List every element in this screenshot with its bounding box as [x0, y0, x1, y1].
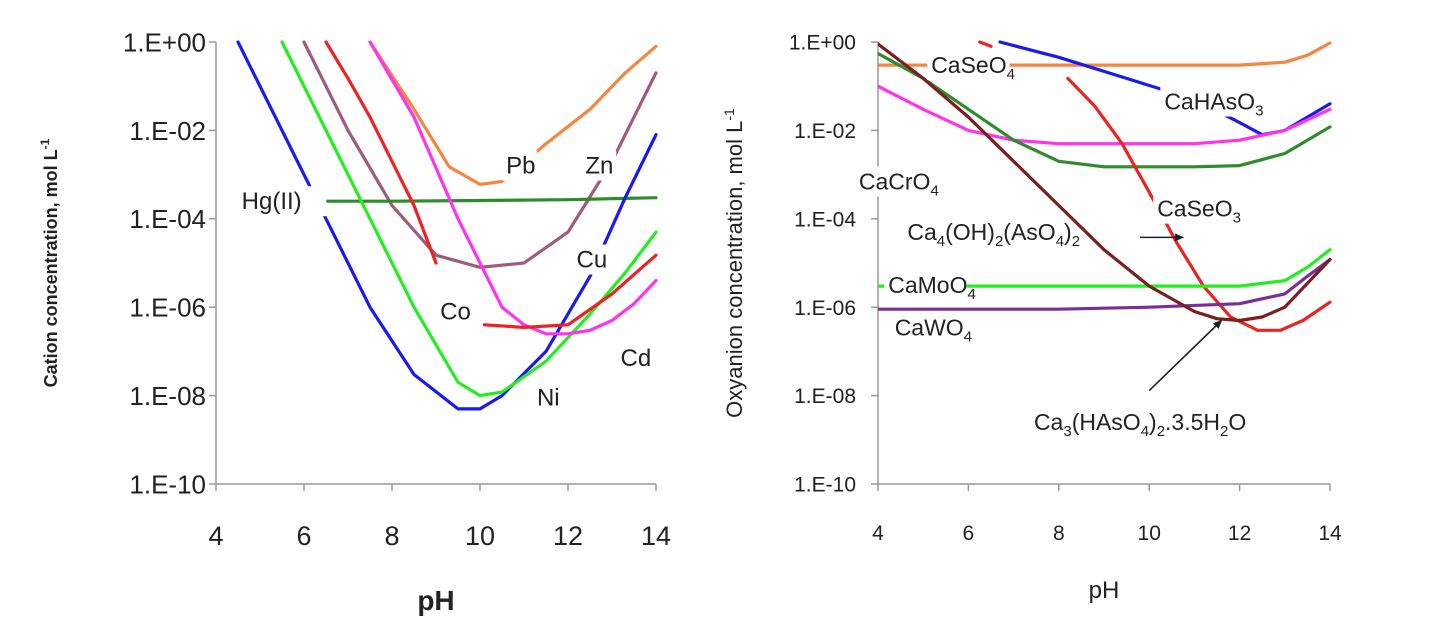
label-background [436, 296, 472, 327]
label-background [616, 343, 652, 374]
y-tick-label: 1.E-04 [794, 208, 856, 231]
series-line-co [324, 40, 438, 265]
y-tick-label: 1.E-10 [794, 474, 856, 497]
x-tick-label: 4 [872, 522, 884, 545]
y-tick-label: 1.E-02 [794, 120, 856, 143]
x-tick-label: 12 [553, 521, 583, 551]
series-label: Cu [577, 247, 608, 274]
y-tick-label: 1.E-08 [794, 385, 856, 408]
x-tick-label: 14 [641, 521, 671, 551]
series-label: Ca4​(OH)2​(AsO4​)2​ [907, 219, 1080, 250]
series-label: Ni [537, 385, 560, 412]
annotation-arrow [1148, 319, 1223, 392]
series-label: CaSeO4​ [931, 52, 1015, 83]
series-line-cd [368, 40, 658, 336]
series-label: Pb [506, 153, 535, 180]
series-label: CaSeO3​ [1157, 196, 1241, 227]
x-tick-label: 8 [384, 521, 399, 551]
x-axis-label: pH [1089, 577, 1120, 604]
x-tick-label: 6 [296, 521, 311, 551]
x-tick-label: 14 [1318, 522, 1342, 545]
series-label: CaCrO4​ [859, 168, 939, 199]
series-line-cahaso3 [998, 40, 1332, 137]
x-tick-label: 4 [208, 521, 223, 551]
label-background [237, 186, 327, 217]
label-background [581, 150, 617, 181]
y-tick-label: 1.E+00 [789, 32, 856, 55]
series-label: CaWO4​ [895, 314, 972, 345]
y-axis-label: Cation concentration, mol L-1 [38, 138, 61, 387]
series-label: CaHAsO3​ [1164, 89, 1263, 120]
x-tick-label: 10 [465, 521, 495, 551]
label-background [502, 150, 538, 181]
series-line-caseo3top [978, 40, 993, 48]
series-label: CaMoO4​ [888, 272, 976, 303]
x-tick-label: 6 [963, 522, 975, 545]
label-background [572, 244, 608, 275]
oxyanion-chart: 1.E-10 1.E-08 1.E-06 1.E-04 1.E-02 1.E+00 4 6 8 1… [721, 32, 1342, 604]
series-line-ca4 [878, 51, 1332, 169]
y-axis-label: Oxyanion concentration, mol L-1 [721, 108, 747, 418]
label-background [884, 269, 967, 300]
series-line-hg [311, 196, 658, 203]
y-tick-label: 1.E-06 [794, 297, 856, 320]
series-line-camoo4 [878, 248, 1332, 288]
label-background [1160, 86, 1256, 117]
series-group [236, 40, 658, 411]
series-label: Co [440, 298, 471, 325]
x-tick-label: 12 [1228, 522, 1251, 545]
series-label: Zn [585, 153, 613, 180]
series-line-cacro4 [878, 84, 1332, 146]
label-background [532, 382, 568, 413]
series-line-zn [302, 40, 658, 269]
y-tick-label: 1.E-08 [129, 381, 206, 411]
series-line-cawo4 [878, 257, 1332, 311]
series-label: Cd [621, 345, 652, 372]
y-tick-label: 1.E-06 [129, 293, 206, 323]
label-background [854, 166, 938, 197]
series-line-cd2 [482, 253, 658, 329]
series-line-ca3 [878, 42, 1332, 323]
series-line-pb [368, 40, 658, 186]
y-tick-label: 1.E-10 [129, 469, 206, 499]
y-tick-label: 1.E-02 [129, 116, 206, 146]
x-tick-label: 8 [1053, 522, 1065, 545]
series-label: Hg(II) [242, 188, 302, 215]
cation-chart: 1.E-10 1.E-08 1.E-06 1.E-04 1.E-02 1.E+00 4 6 8 1… [38, 27, 671, 616]
label-background [927, 50, 1010, 81]
label-background [890, 312, 961, 343]
x-axis-label: pH [417, 585, 454, 616]
label-background [1153, 193, 1236, 224]
y-tick-label: 1.E-04 [129, 204, 206, 234]
x-tick-label: 10 [1138, 522, 1161, 545]
y-tick-label: 1.E+00 [123, 27, 206, 57]
